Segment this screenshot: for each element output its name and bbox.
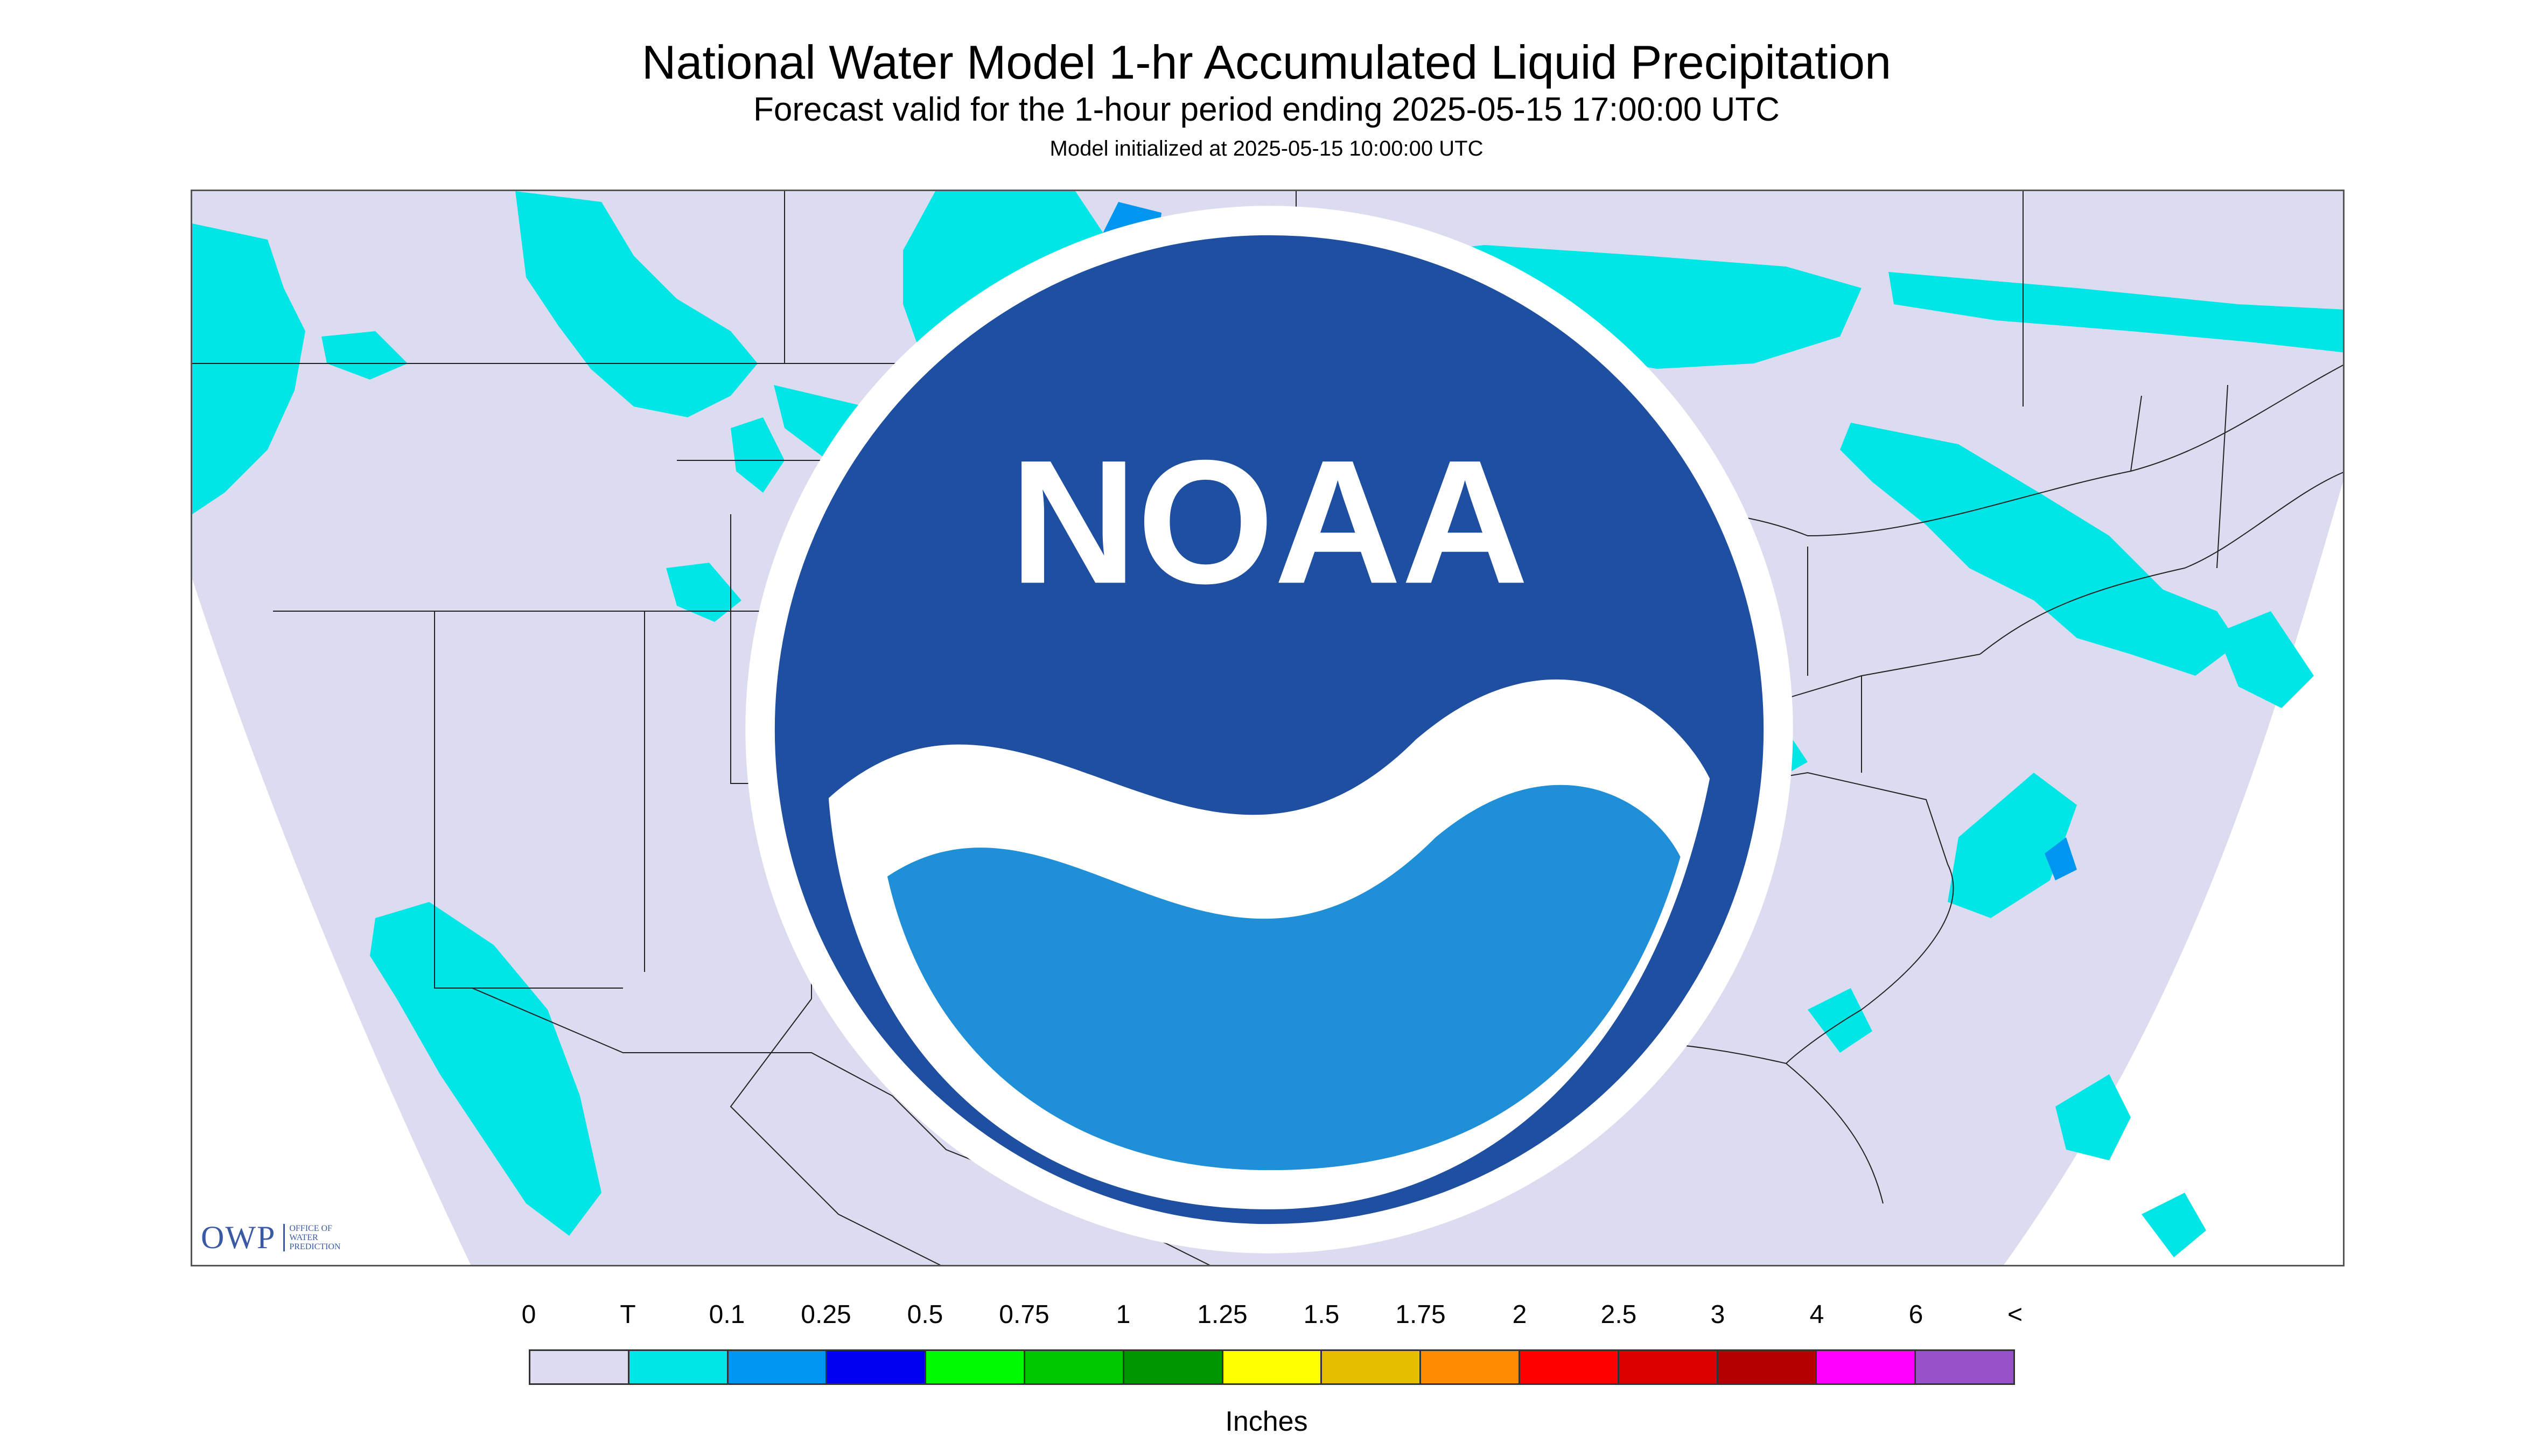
- legend-tick-label: T: [620, 1300, 636, 1329]
- legend-tick-label: 0.75: [999, 1300, 1049, 1329]
- legend-colorbar: [529, 1349, 2015, 1385]
- model-init-text: Model initialized at 2025-05-15 10:00:00…: [1049, 137, 1484, 160]
- legend-swatch: [1520, 1351, 1619, 1383]
- legend-swatch: [1124, 1351, 1223, 1383]
- legend-swatch: [926, 1351, 1025, 1383]
- legend-tick-label: 3: [1710, 1300, 1725, 1329]
- legend-tick-label: 0.1: [709, 1300, 745, 1329]
- legend-tick-label: 6: [1908, 1300, 1923, 1329]
- legend-swatch: [1025, 1351, 1124, 1383]
- noaa-logo-icon: NOAA: [745, 206, 1793, 1254]
- legend-tick-label: 1.75: [1395, 1300, 1446, 1329]
- legend-tick-label: 1.25: [1197, 1300, 1248, 1329]
- legend-tick-label: 4: [1809, 1300, 1824, 1329]
- legend-swatch: [1421, 1351, 1520, 1383]
- owp-logo-subtext: OFFICE OF WATER PREDICTION: [283, 1224, 359, 1251]
- legend-tick-label: 2: [1512, 1300, 1527, 1329]
- legend-swatch: [827, 1351, 927, 1383]
- legend-tick-label: 0.5: [907, 1300, 943, 1329]
- owp-logo: OWP OFFICE OF WATER PREDICTION: [201, 1219, 359, 1256]
- legend-tick-label: 1: [1116, 1300, 1131, 1329]
- legend-swatch: [1916, 1351, 2013, 1383]
- legend-units: Inches: [1225, 1406, 1308, 1437]
- legend-swatch: [1619, 1351, 1718, 1383]
- owp-logo-text: OWP: [201, 1220, 276, 1255]
- map-frame[interactable]: OWP OFFICE OF WATER PREDICTION NOAA: [191, 190, 2345, 1266]
- legend-swatch: [728, 1351, 828, 1383]
- legend-tick-label: 1.5: [1303, 1300, 1340, 1329]
- map-subtitle: Forecast valid for the 1-hour period end…: [753, 91, 1780, 128]
- noaa-logo-text: NOAA: [1010, 424, 1529, 620]
- legend-swatch: [1817, 1351, 1916, 1383]
- legend-labels: 0 T 0.1 0.25 0.5 0.75 1 1.25 1.5 1.75 2 2.5 3 4 6 <: [522, 1300, 2023, 1332]
- legend-tick-label: 2.5: [1600, 1300, 1637, 1329]
- legend-tick-label: 0: [521, 1300, 536, 1329]
- map-title: National Water Model 1-hr Accumulated Li…: [641, 36, 1892, 89]
- legend-swatch: [530, 1351, 629, 1383]
- legend-swatch: [1223, 1351, 1323, 1383]
- legend-swatch: [1718, 1351, 1817, 1383]
- legend-swatch: [1322, 1351, 1422, 1383]
- legend-tick-label: 0.25: [801, 1300, 851, 1329]
- legend-tick-label: <: [2007, 1300, 2023, 1329]
- legend-swatch: [629, 1351, 729, 1383]
